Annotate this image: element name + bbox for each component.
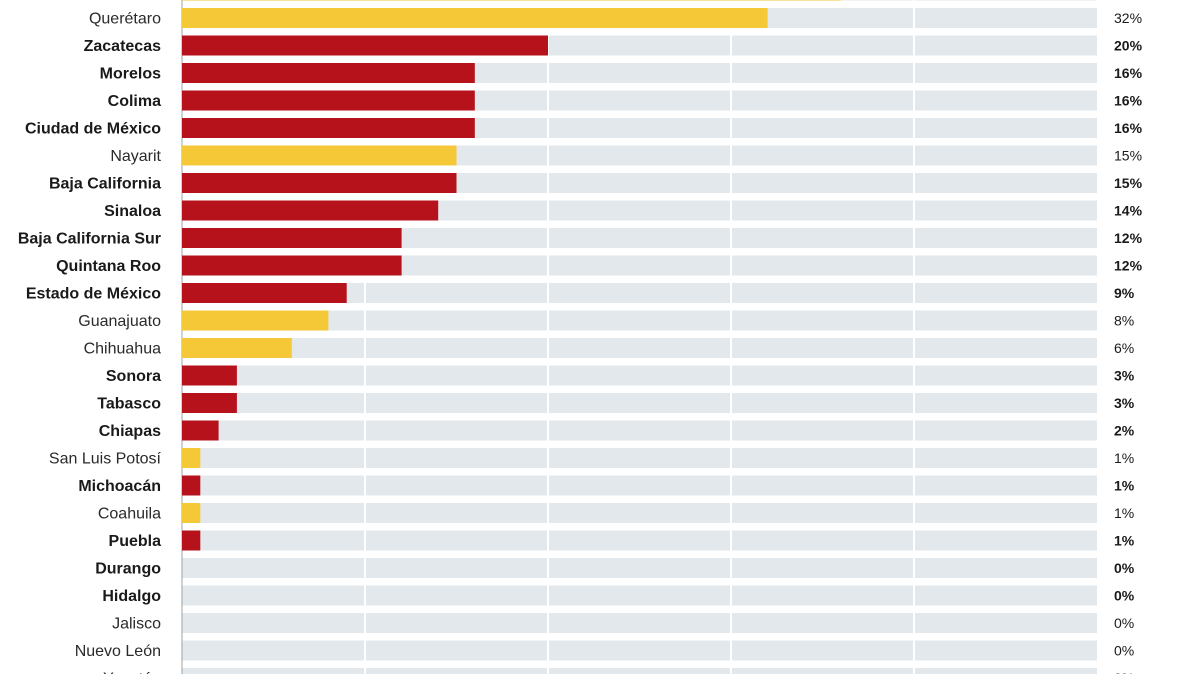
category-label-chihuahua: Chihuahua: [84, 341, 162, 358]
bar-track-yucatan: [182, 668, 1097, 674]
bar-track-chihuahua: [182, 338, 1097, 358]
category-label-coahuila: Coahuila: [98, 506, 161, 523]
bar-track-hidalgo: [182, 585, 1097, 606]
category-label-sinaloa: Sinaloa: [104, 203, 161, 220]
value-label-ciudad-de-mexico: 16%: [1114, 120, 1143, 136]
bar-guanajuato: [182, 310, 329, 331]
bar-puebla: [182, 530, 201, 551]
category-label-ciudad-de-mexico: Ciudad de México: [25, 121, 161, 138]
category-label-morelos: Morelos: [100, 66, 161, 83]
bar-chiapas: [182, 420, 219, 441]
category-label-estado-de-mexico: Estado de México: [26, 286, 161, 303]
value-label-durango: 0%: [1114, 560, 1135, 576]
category-label-durango: Durango: [95, 561, 161, 578]
category-label-michoacan: Michoacán: [78, 478, 161, 495]
category-label-hidalgo: Hidalgo: [102, 588, 161, 605]
bar-coahuila: [182, 503, 201, 523]
value-label-quintana-roo: 12%: [1114, 258, 1143, 274]
category-label-tabasco: Tabasco: [97, 396, 161, 413]
value-label-chiapas: 2%: [1114, 423, 1135, 439]
value-label-michoacan: 1%: [1114, 478, 1135, 494]
bar-track-nuevo-leon: [182, 640, 1097, 661]
bar-track-coahuila: [182, 503, 1097, 523]
bar-track-jalisco: [182, 613, 1097, 633]
value-label-baja-california: 15%: [1114, 175, 1143, 191]
value-label-sinaloa: 14%: [1114, 203, 1143, 219]
bar-michoacan: [182, 475, 201, 496]
category-label-chiapas: Chiapas: [99, 423, 161, 440]
bar-nayarit: [182, 145, 457, 166]
category-labels: Querétaro Zacatecas Morelos Colima Ciudad de…: [18, 11, 162, 674]
value-labels: 32% 20% 16% 16% 16% 15% 15% 14% 12% 12% 9% 8% 6% 3% 3%…: [1114, 10, 1143, 674]
category-label-baja-california-sur: Baja California Sur: [18, 231, 161, 248]
bar-track-sonora: [182, 365, 1097, 386]
category-label-quintana-roo: Quintana Roo: [56, 258, 161, 275]
bar-chihuahua: [182, 338, 292, 358]
bar-quintana-roo: [182, 255, 402, 276]
value-label-baja-california-sur: 12%: [1114, 230, 1143, 246]
value-label-jalisco: 0%: [1114, 615, 1134, 631]
bar-tabasco: [182, 393, 237, 413]
bar-queretaro: [182, 8, 768, 28]
bar-track-quintana-roo: [182, 255, 1097, 276]
bar-ciudad-de-mexico: [182, 118, 475, 138]
category-label-queretaro: Querétaro: [89, 11, 161, 28]
bar-track-durango: [182, 558, 1097, 578]
category-label-colima: Colima: [108, 93, 161, 110]
bar-sinaloa: [182, 200, 439, 221]
value-label-guanajuato: 8%: [1114, 313, 1134, 329]
bar-track-baja-california-sur: [182, 228, 1097, 248]
value-label-morelos: 16%: [1114, 65, 1143, 81]
bar-track-guanajuato: [182, 310, 1097, 331]
bar-track-tabasco: [182, 393, 1097, 413]
category-label-jalisco: Jalisco: [112, 616, 161, 633]
value-label-queretaro: 32%: [1114, 10, 1142, 26]
bar-track-chiapas: [182, 420, 1097, 441]
value-label-zacatecas: 20%: [1114, 38, 1143, 54]
value-label-colima: 16%: [1114, 93, 1143, 109]
value-label-tabasco: 3%: [1114, 395, 1135, 411]
category-label-puebla: Puebla: [109, 533, 162, 550]
bar-estado-de-mexico: [182, 283, 347, 303]
bar-partial: [182, 0, 841, 1]
bars: [182, 0, 841, 551]
bar-baja-california: [182, 173, 457, 193]
value-label-san-luis-potosi: 1%: [1114, 450, 1134, 466]
bar-san-luis-potosi: [182, 448, 201, 468]
value-label-sonora: 3%: [1114, 368, 1135, 384]
category-label-san-luis-potosi: San Luis Potosí: [49, 451, 162, 468]
value-label-puebla: 1%: [1114, 533, 1135, 549]
category-label-yucatan: Yucatán: [103, 671, 161, 674]
bar-track-estado-de-mexico: [182, 283, 1097, 303]
value-label-chihuahua: 6%: [1114, 340, 1134, 356]
bar-track-michoacan: [182, 475, 1097, 496]
value-label-nuevo-leon: 0%: [1114, 643, 1134, 659]
category-label-baja-california: Baja California: [49, 176, 161, 193]
value-label-nayarit: 15%: [1114, 148, 1142, 164]
value-label-coahuila: 1%: [1114, 505, 1134, 521]
bar-track-san-luis-potosi: [182, 448, 1097, 468]
value-label-estado-de-mexico: 9%: [1114, 285, 1135, 301]
bar-colima: [182, 90, 475, 111]
category-label-guanajuato: Guanajuato: [78, 313, 161, 330]
category-label-nuevo-leon: Nuevo León: [75, 643, 161, 660]
category-label-sonora: Sonora: [106, 368, 161, 385]
bar-track-puebla: [182, 530, 1097, 551]
value-label-yucatan: 0%: [1114, 670, 1134, 674]
bar-morelos: [182, 63, 475, 83]
gridlines: [181, 0, 915, 674]
value-label-hidalgo: 0%: [1114, 588, 1135, 604]
bar-zacatecas: [182, 35, 548, 56]
category-label-nayarit: Nayarit: [110, 148, 161, 165]
bar-baja-california-sur: [182, 228, 402, 248]
category-label-zacatecas: Zacatecas: [84, 38, 161, 55]
bar-sonora: [182, 365, 237, 386]
